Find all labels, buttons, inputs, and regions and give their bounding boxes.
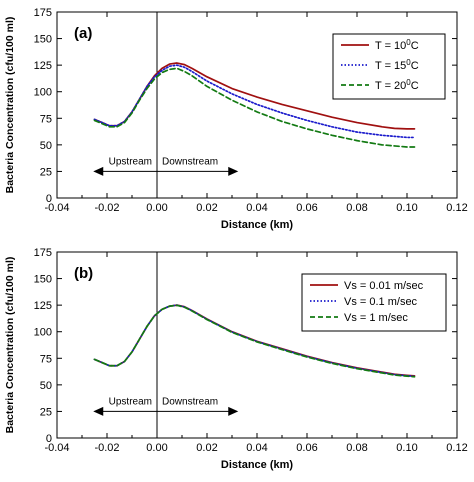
x-tick-label: 0.00: [146, 202, 167, 214]
series-line-3: [93, 304, 416, 378]
x-axis-label: Distance (km): [221, 219, 293, 231]
x-tick-label: -0.04: [44, 202, 69, 214]
y-tick-label: 50: [40, 140, 52, 152]
legend-label-unit: C: [411, 80, 419, 92]
legend-label-superscript: 0: [406, 38, 411, 47]
legend-label-text: T = 15: [375, 60, 406, 72]
y-tick-label: 75: [40, 113, 52, 125]
legend-label-text: Vs = 0.1 m/sec: [344, 296, 418, 308]
x-tick-label: 0.08: [346, 202, 367, 214]
x-axis-label: Distance (km): [221, 459, 293, 471]
legend-label-unit: C: [411, 40, 419, 52]
x-tick-label: 0.04: [246, 202, 267, 214]
y-tick-label: 0: [46, 193, 52, 205]
y-tick-label: 25: [40, 166, 52, 178]
x-tick-label: 0.06: [296, 442, 317, 454]
x-tick-label: 0.00: [146, 442, 167, 454]
x-tick-label: 0.04: [246, 442, 267, 454]
y-tick-label: 150: [34, 34, 52, 46]
x-tick-label: 0.12: [446, 442, 467, 454]
y-tick-label: 0: [46, 433, 52, 445]
legend-label-text: Vs = 0.01 m/sec: [344, 280, 424, 292]
y-tick-label: 175: [34, 7, 52, 19]
y-tick-label: 150: [34, 274, 52, 286]
x-tick-label: 0.10: [396, 442, 417, 454]
x-tick-label: 0.08: [346, 442, 367, 454]
y-tick-label: 50: [40, 380, 52, 392]
y-tick-label: 125: [34, 300, 52, 312]
legend-label-3: Vs = 1 m/sec: [344, 312, 408, 324]
y-tick-label: 175: [34, 247, 52, 259]
arrow-right-head: [228, 406, 239, 416]
downstream-label: Downstream: [162, 396, 218, 407]
legend-label-1: T = 100C: [375, 38, 419, 52]
x-tick-label: 0.10: [396, 202, 417, 214]
x-tick-label: 0.02: [196, 442, 217, 454]
arrow-left-head: [93, 166, 104, 176]
legend-label-text: T = 10: [375, 40, 406, 52]
legend-label-superscript: 0: [406, 58, 411, 67]
legend-box: [301, 273, 447, 332]
legend-label-2: T = 150C: [375, 58, 419, 72]
upstream-label: Upstream: [109, 396, 152, 407]
y-axis-label: Bacteria Concentration (cfu/100 ml): [4, 17, 16, 194]
legend-label-superscript: 0: [406, 78, 411, 87]
y-tick-label: 100: [34, 327, 52, 339]
x-tick-label: 0.02: [196, 202, 217, 214]
series-line-3: [93, 67, 416, 148]
x-tick-label: -0.04: [44, 442, 69, 454]
y-tick-label: 25: [40, 406, 52, 418]
x-tick-label: 0.06: [296, 202, 317, 214]
x-tick-label: 0.12: [446, 202, 467, 214]
upstream-label: Upstream: [109, 156, 152, 167]
x-tick-label: -0.02: [94, 442, 119, 454]
chart-panel-b: -0.04 -0.02 0.00 0.02 0.04 0.06 0.08 0.10 0.12 0 2…: [4, 247, 468, 471]
arrow-right-head: [228, 166, 239, 176]
legend-label-2: Vs = 0.1 m/sec: [344, 296, 418, 308]
y-tick-label: 100: [34, 87, 52, 99]
legend-label-text: T = 20: [375, 80, 406, 92]
legend-label-text: Vs = 1 m/sec: [344, 312, 408, 324]
chart-panel-a: -0.04 -0.02 0.00 0.02 0.04 0.06 0.08 0.10 0.12 0 2…: [4, 7, 468, 231]
legend-label-1: Vs = 0.01 m/sec: [344, 280, 424, 292]
arrow-left-head: [93, 406, 104, 416]
legend-label-3: T = 200C: [375, 78, 419, 92]
y-tick-label: 75: [40, 353, 52, 365]
y-tick-label: 125: [34, 60, 52, 72]
panel-label: (b): [74, 265, 93, 282]
panel-label: (a): [74, 25, 92, 42]
downstream-label: Downstream: [162, 156, 218, 167]
y-axis-label: Bacteria Concentration (cfu/100 ml): [4, 257, 16, 434]
x-tick-label: -0.02: [94, 202, 119, 214]
legend-label-unit: C: [411, 60, 419, 72]
